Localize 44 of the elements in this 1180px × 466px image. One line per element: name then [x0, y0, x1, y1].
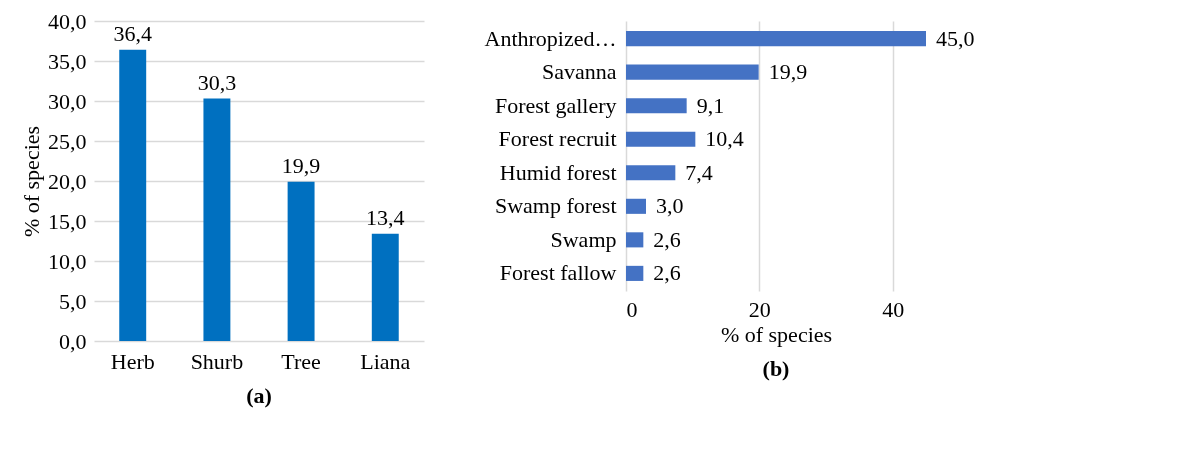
- bar: [371, 233, 399, 341]
- bar: [203, 98, 231, 341]
- x-tick-label: 0: [626, 296, 638, 322]
- y-tick-label: 5,0: [59, 288, 87, 314]
- data-label: 9,1: [696, 92, 725, 118]
- data-label: 19,9: [768, 59, 808, 85]
- data-label: 10,4: [705, 126, 744, 152]
- y-tick-label: Swamp forest: [494, 193, 617, 219]
- data-label: 3,0: [656, 193, 684, 219]
- data-label: 45,0: [936, 25, 975, 51]
- y-tick-label: 40,0: [48, 8, 87, 34]
- y-tick-label: 35,0: [48, 48, 87, 74]
- y-tick-label: 15,0: [48, 208, 87, 234]
- y-tick-label: 20,0: [48, 168, 87, 194]
- x-tick-label: 20: [748, 296, 771, 322]
- y-tick-label: 30,0: [48, 88, 87, 114]
- x-tick-label: Tree: [281, 348, 321, 374]
- y-tick-label: Forest gallery: [494, 92, 617, 118]
- text: (b): [762, 356, 790, 381]
- data-label: 19,9: [281, 152, 321, 178]
- y-tick-label: 10,0: [48, 248, 87, 274]
- x-axis-title: % of species: [720, 321, 833, 347]
- data-label: 36,4: [113, 20, 152, 46]
- y-tick-label: Anthropized…: [484, 25, 617, 51]
- bar: [119, 49, 147, 341]
- data-label: 7,4: [685, 159, 713, 185]
- x-tick-label: Liana: [360, 348, 411, 374]
- y-tick-label: 25,0: [48, 128, 87, 154]
- y-axis-title: % of species: [19, 125, 44, 238]
- text: (a): [246, 383, 272, 408]
- data-label: 2,6: [653, 226, 681, 252]
- y-tick-label: Humid forest: [499, 159, 617, 185]
- y-tick-label: Forest fallow: [499, 260, 617, 286]
- y-tick-label: Swamp: [550, 226, 617, 252]
- y-tick-label: 0,0: [59, 328, 87, 354]
- y-tick-label: Savanna: [541, 59, 617, 85]
- y-tick-label: Forest recruit: [498, 126, 617, 152]
- x-tick-label: Herb: [110, 348, 155, 374]
- data-label: 30,3: [197, 69, 237, 95]
- data-label: 2,6: [653, 260, 681, 286]
- x-tick-label: 40: [882, 296, 905, 322]
- x-tick-label: Shurb: [190, 348, 244, 374]
- bar: [287, 181, 315, 341]
- data-label: 13,4: [366, 204, 405, 230]
